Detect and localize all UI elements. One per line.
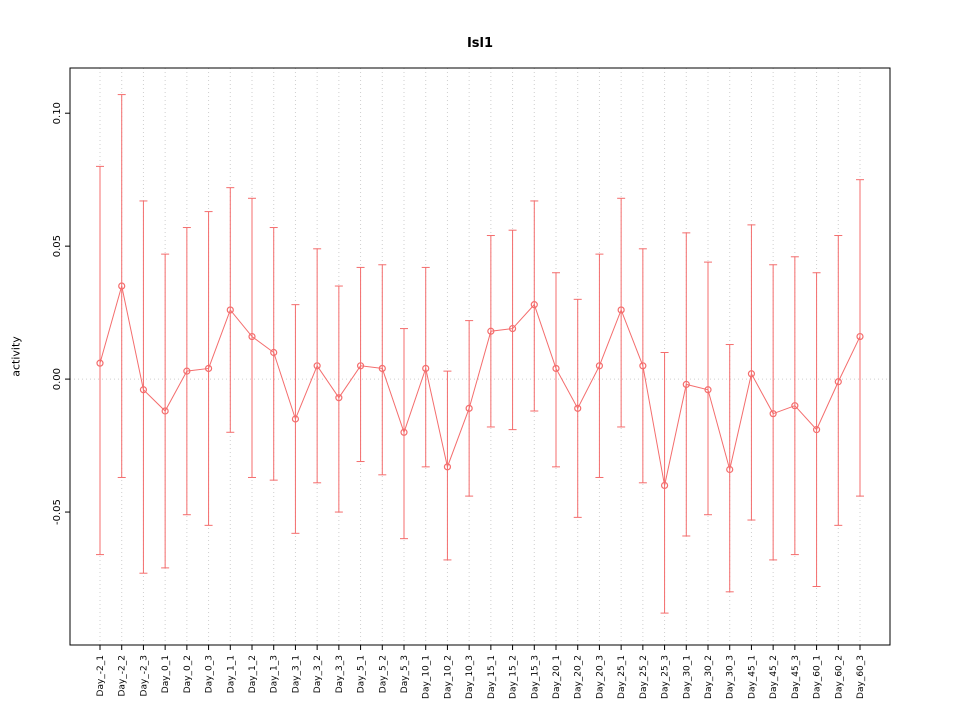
svg-text:Day_25_2: Day_25_2 (639, 655, 649, 699)
svg-text:0.10: 0.10 (52, 102, 63, 124)
svg-text:Day_25_3: Day_25_3 (661, 655, 671, 699)
svg-text:Day_45_3: Day_45_3 (791, 655, 801, 699)
svg-text:Day_30_1: Day_30_1 (682, 655, 692, 699)
svg-text:Day_-2_3: Day_-2_3 (139, 655, 149, 696)
svg-text:-0.05: -0.05 (52, 499, 63, 525)
svg-text:Day_-2_1: Day_-2_1 (96, 655, 106, 696)
svg-text:Day_-2_2: Day_-2_2 (118, 655, 128, 696)
svg-text:Day_20_3: Day_20_3 (595, 655, 605, 699)
svg-text:Day_15_2: Day_15_2 (509, 655, 519, 699)
svg-text:Day_0_2: Day_0_2 (183, 655, 193, 693)
chart-title: Isl1 (466, 36, 494, 51)
svg-text:Day_1_2: Day_1_2 (248, 655, 258, 693)
svg-text:Day_10_2: Day_10_2 (443, 655, 453, 699)
svg-text:Day_0_3: Day_0_3 (205, 655, 215, 693)
svg-text:Day_15_1: Day_15_1 (487, 655, 497, 699)
svg-text:0.00: 0.00 (52, 368, 63, 390)
svg-text:Day_20_1: Day_20_1 (552, 655, 562, 699)
svg-text:Day_20_2: Day_20_2 (574, 655, 584, 699)
svg-text:Day_60_1: Day_60_1 (813, 655, 823, 699)
svg-text:Day_15_3: Day_15_3 (530, 655, 540, 699)
svg-text:Day_5_1: Day_5_1 (357, 655, 367, 693)
svg-text:Day_3_2: Day_3_2 (313, 655, 323, 693)
svg-text:Day_3_1: Day_3_1 (291, 655, 301, 693)
svg-text:Day_30_2: Day_30_2 (704, 655, 714, 699)
svg-text:Day_45_1: Day_45_1 (747, 655, 757, 699)
svg-text:Day_5_3: Day_5_3 (400, 655, 410, 693)
svg-text:Day_10_1: Day_10_1 (422, 655, 432, 699)
svg-text:Day_30_3: Day_30_3 (726, 655, 736, 699)
svg-text:Day_60_2: Day_60_2 (834, 655, 844, 699)
svg-text:Day_5_2: Day_5_2 (378, 655, 388, 693)
svg-text:Day_1_1: Day_1_1 (226, 655, 236, 693)
svg-text:Day_0_1: Day_0_1 (161, 655, 171, 693)
svg-text:Day_60_3: Day_60_3 (856, 655, 866, 699)
svg-text:Day_10_3: Day_10_3 (465, 655, 475, 699)
svg-text:Day_1_3: Day_1_3 (270, 655, 280, 693)
svg-text:0.05: 0.05 (52, 235, 63, 257)
svg-text:Day_3_3: Day_3_3 (335, 655, 345, 693)
svg-text:Day_45_2: Day_45_2 (769, 655, 779, 699)
svg-text:Day_25_1: Day_25_1 (617, 655, 627, 699)
